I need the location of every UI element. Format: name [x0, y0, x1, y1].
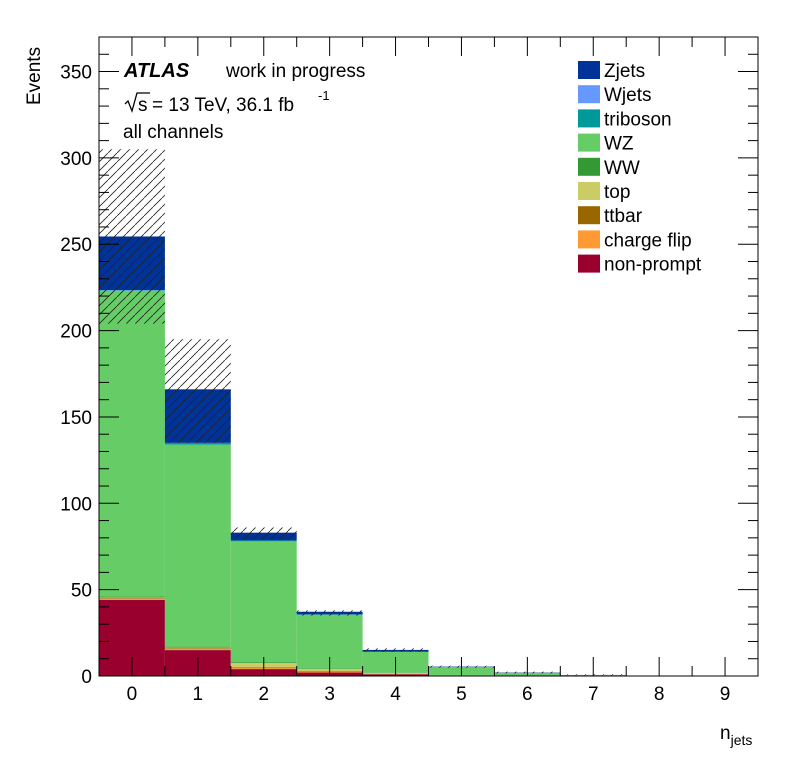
x-tick-labels: 0 1 2 3 4 5 6 7 8 9	[127, 684, 731, 705]
atlas-status: work in progress	[225, 61, 365, 82]
bar-WW-0	[99, 596, 165, 598]
x-tick-label-8: 8	[654, 684, 665, 705]
legend-swatch-triboson	[578, 109, 600, 128]
legend-item-Zjets: Zjets	[578, 61, 645, 82]
bar-ttbar-1	[164, 648, 231, 650]
y-tick-label-150: 150	[60, 408, 92, 429]
x-tick-label-2: 2	[258, 684, 269, 705]
legend-item-Wjets: Wjets	[578, 85, 652, 106]
legend-label-charge-flip: charge flip	[604, 230, 692, 251]
uncertainty-1	[164, 339, 231, 443]
legend-label-Wjets: Wjets	[604, 85, 652, 106]
energy-prefix: s	[138, 95, 148, 116]
y-tick-label-100: 100	[60, 494, 92, 515]
lumi-exponent: -1	[318, 88, 330, 103]
x-tick-label-6: 6	[522, 684, 533, 705]
x-axis-title-sub: jets	[730, 732, 753, 748]
bar-WW-1	[164, 646, 231, 648]
uncertainty-band	[99, 149, 693, 676]
bar-triboson-1	[164, 442, 231, 445]
legend-label-WZ: WZ	[604, 134, 634, 155]
y-tick-label-50: 50	[71, 581, 92, 602]
bar-charge-flip-0	[99, 599, 165, 601]
y-tick-labels: 0 50 100 150 200 250 300 350	[60, 63, 92, 688]
bar-WZ-2	[230, 541, 297, 663]
x-tick-label-9: 9	[720, 684, 731, 705]
energy-label: s = 13 TeV, 36.1 fb -1	[124, 88, 330, 116]
stacked-bars	[99, 236, 693, 676]
legend-label-ttbar: ttbar	[604, 206, 643, 227]
uncertainty-3	[296, 610, 363, 616]
sqrt-symbol	[124, 92, 150, 114]
y-tick-label-200: 200	[60, 322, 92, 343]
legend-swatch-ttbar	[578, 206, 600, 225]
legend-label-WW: WW	[604, 158, 640, 179]
energy-text: = 13 TeV, 36.1 fb	[152, 95, 294, 116]
bar-top-1	[164, 647, 231, 649]
legend: Zjets Wjets triboson WZ WW top ttbar charge fli…	[578, 61, 702, 276]
y-axis-title: Events	[24, 47, 45, 105]
legend-item-WZ: WZ	[578, 133, 634, 155]
legend-item-top: top	[578, 182, 630, 203]
atlas-label: ATLAS	[123, 60, 190, 82]
x-tick-label-3: 3	[324, 684, 335, 705]
uncertainty-2	[230, 527, 297, 540]
uncertainty-4	[362, 648, 429, 652]
y-tick-label-350: 350	[60, 63, 92, 84]
legend-swatch-charge-flip	[578, 230, 600, 249]
x-axis-title: njets	[720, 723, 752, 748]
legend-swatch-non-prompt	[578, 254, 600, 273]
y-tick-label-300: 300	[60, 149, 92, 170]
legend-swatch-WW	[578, 157, 600, 176]
x-tick-label-4: 4	[390, 684, 401, 705]
legend-swatch-top	[578, 182, 600, 200]
x-tick-label-5: 5	[456, 684, 467, 705]
bar-top-0	[99, 597, 165, 599]
x-tick-label-1: 1	[193, 684, 204, 705]
legend-label-non-prompt: non-prompt	[604, 255, 702, 276]
bar-WZ-1	[164, 444, 231, 647]
bar-triboson-2	[230, 540, 297, 542]
legend-label-triboson: triboson	[604, 109, 672, 130]
plot-frame	[98, 36, 759, 677]
region-label: all channels	[123, 122, 223, 143]
y-tick-label-0: 0	[81, 667, 92, 688]
legend-item-non-prompt: non-prompt	[578, 254, 702, 276]
legend-swatch-Wjets	[578, 85, 600, 104]
legend-swatch-Zjets	[578, 61, 600, 79]
bar-ttbar-0	[99, 598, 165, 600]
legend-label-top: top	[604, 182, 630, 203]
uncertainty-0	[99, 149, 165, 324]
x-axis-title-main: n	[720, 723, 731, 744]
legend-item-triboson: triboson	[578, 109, 672, 130]
bar-WZ-0	[99, 290, 165, 597]
legend-item-WW: WW	[578, 157, 640, 179]
legend-label-Zjets: Zjets	[604, 61, 645, 82]
legend-swatch-WZ	[578, 133, 600, 152]
y-tick-label-250: 250	[60, 235, 92, 256]
bar-charge-flip-1	[164, 649, 231, 651]
x-tick-label-0: 0	[127, 684, 138, 705]
legend-item-charge-flip: charge flip	[578, 230, 692, 251]
x-tick-label-7: 7	[588, 684, 599, 705]
legend-item-ttbar: ttbar	[578, 206, 643, 227]
